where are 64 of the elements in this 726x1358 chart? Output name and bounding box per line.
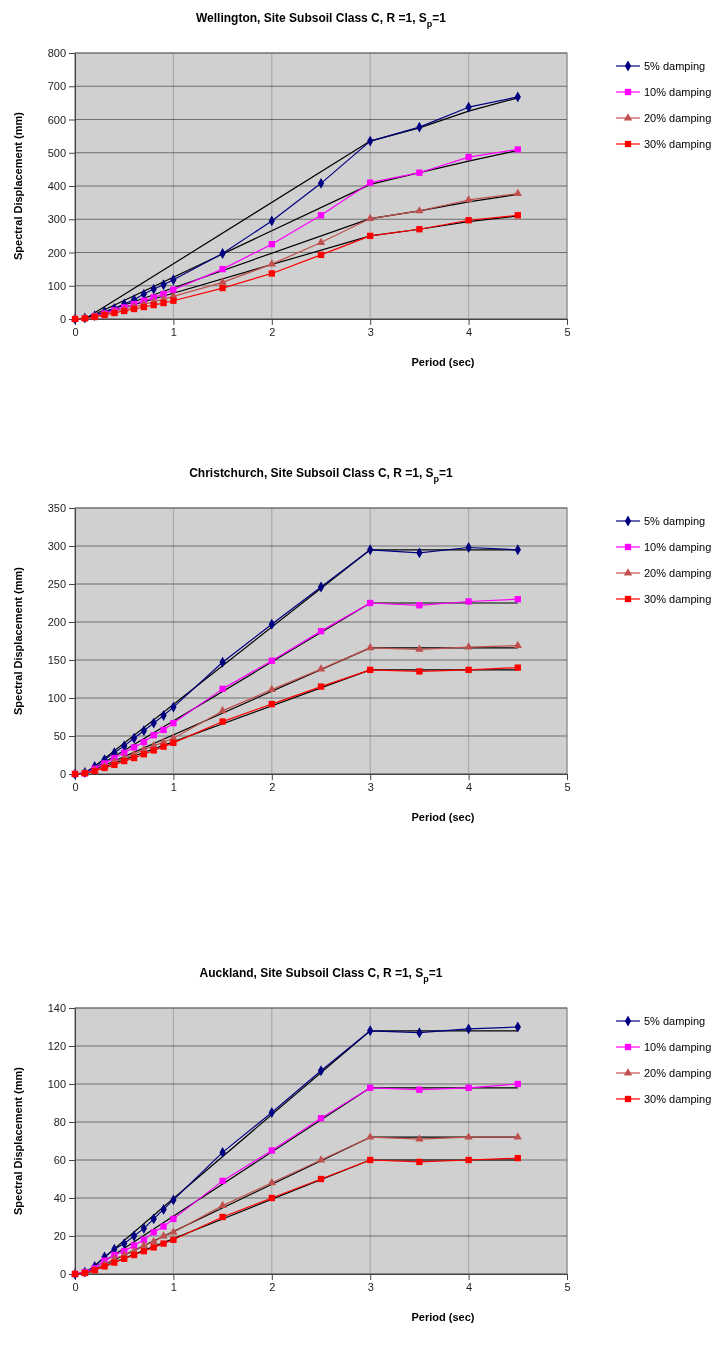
x-tick-label: 3: [367, 325, 374, 338]
y-tick-label: 120: [47, 1040, 66, 1053]
x-tick-label: 3: [367, 1280, 374, 1293]
x-tick-label: 1: [170, 325, 177, 338]
legend-label: 20% damping: [644, 1067, 712, 1079]
y-tick-label: 0: [59, 313, 66, 326]
y-tick-label: 400: [47, 180, 66, 193]
y-axis-title: Spectral Displacement (mm): [12, 1066, 24, 1215]
x-tick-label: 3: [367, 780, 374, 793]
x-tick-label: 1: [170, 780, 177, 793]
y-tick-label: 500: [47, 146, 66, 159]
x-tick-label: 0: [72, 780, 79, 793]
chart-title: Christchurch, Site Subsoil Class C, R =1, S$_{p}$=1: [189, 466, 454, 484]
x-tick-label: 2: [269, 325, 276, 338]
y-tick-label: 200: [47, 616, 66, 629]
y-axis-title: Spectral Displacement (mm): [12, 566, 24, 715]
x-tick-label: 5: [564, 1280, 571, 1293]
x-tick-label: 1: [170, 1280, 177, 1293]
legend-label: 10% damping: [644, 86, 712, 98]
legend-label: 20% damping: [644, 567, 712, 579]
legend-label: 10% damping: [644, 541, 712, 553]
y-tick-label: 100: [47, 692, 66, 705]
y-tick-label: 600: [47, 113, 66, 126]
y-tick-label: 300: [47, 213, 66, 226]
legend-label: 30% damping: [644, 1093, 712, 1105]
chart-title: Auckland, Site Subsoil Class C, R =1, S$_{p}$=1: [199, 966, 443, 984]
legend-label: 30% damping: [644, 593, 712, 605]
y-tick-label: 100: [47, 279, 66, 292]
y-tick-label: 250: [47, 578, 66, 591]
y-tick-label: 60: [53, 1154, 66, 1167]
legend-label: 10% damping: [644, 1041, 712, 1053]
y-tick-label: 150: [47, 654, 66, 667]
chart-title: Wellington, Site Subsoil Class C, R =1, S$_{p}$=1: [195, 11, 447, 29]
x-axis-title: Period (sec): [411, 811, 475, 823]
x-tick-label: 2: [269, 780, 276, 793]
x-axis-title: Period (sec): [411, 1311, 475, 1323]
y-tick-label: 200: [47, 246, 66, 259]
y-tick-label: 50: [53, 730, 66, 743]
y-tick-label: 20: [53, 1230, 66, 1243]
x-tick-label: 5: [564, 325, 571, 338]
y-tick-label: 80: [53, 1116, 66, 1129]
x-tick-label: 5: [564, 780, 571, 793]
y-tick-label: 300: [47, 540, 66, 553]
legend-label: 5% damping: [644, 1015, 706, 1027]
legend-label: 20% damping: [644, 112, 712, 124]
x-axis-title: Period (sec): [411, 356, 475, 368]
y-tick-label: 700: [47, 80, 66, 93]
y-axis-title: Spectral Displacement (mm): [12, 111, 24, 260]
y-tick-label: 140: [47, 1002, 66, 1015]
x-tick-label: 0: [72, 325, 79, 338]
y-tick-label: 100: [47, 1078, 66, 1091]
x-tick-label: 4: [466, 780, 473, 793]
y-tick-label: 40: [53, 1192, 66, 1205]
legend-label: 5% damping: [644, 515, 706, 527]
x-tick-label: 2: [269, 1280, 276, 1293]
x-tick-label: 4: [466, 1280, 473, 1293]
y-tick-label: 800: [47, 47, 66, 60]
x-tick-label: 4: [466, 325, 473, 338]
y-tick-label: 350: [47, 502, 66, 515]
y-tick-label: 0: [59, 1268, 66, 1281]
legend-label: 30% damping: [644, 138, 712, 150]
x-tick-label: 0: [72, 1280, 79, 1293]
legend-label: 5% damping: [644, 60, 706, 72]
y-tick-label: 0: [59, 768, 66, 781]
